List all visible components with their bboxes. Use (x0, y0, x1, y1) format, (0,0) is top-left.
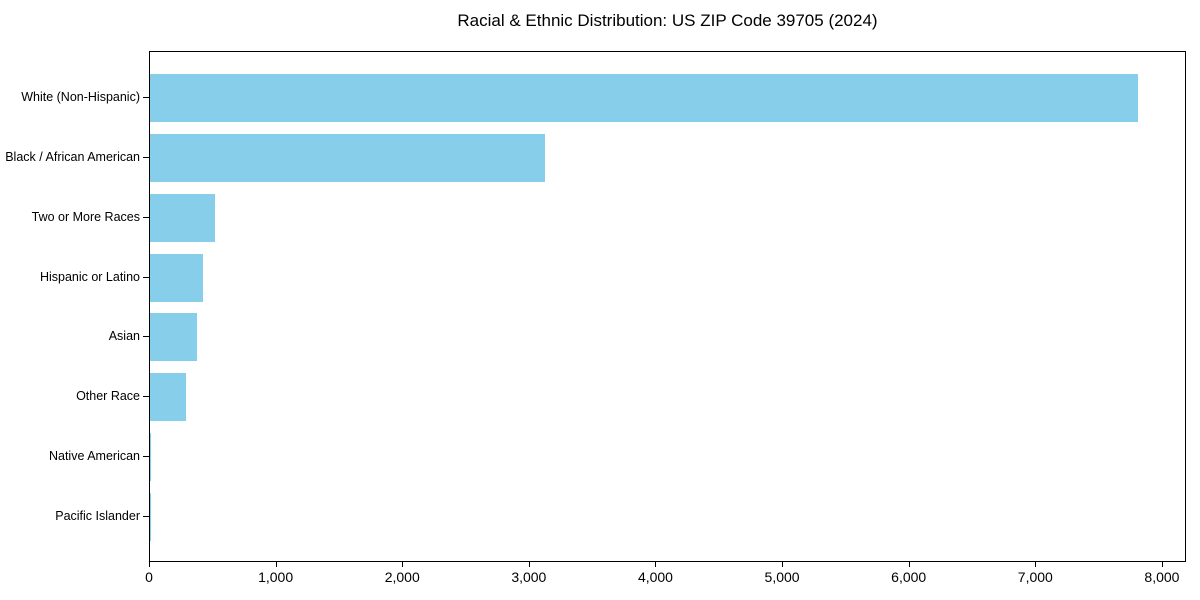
y-tick-label: Other Race (76, 389, 140, 404)
x-tick-mark (149, 562, 150, 567)
y-tick-label: Pacific Islander (55, 509, 140, 524)
x-tick-label: 1,000 (258, 569, 294, 585)
y-tick-mark (143, 336, 149, 338)
y-tick-mark (143, 516, 149, 518)
bar (150, 73, 1138, 122)
y-tick-label: Hispanic or Latino (39, 269, 140, 284)
chart-title: Racial & Ethnic Distribution: US ZIP Cod… (457, 11, 878, 30)
x-tick-mark (655, 562, 657, 567)
x-tick-mark (1161, 562, 1163, 567)
y-tick-label: Asian (108, 329, 140, 344)
bar (150, 433, 152, 482)
x-tick-label: 5,000 (764, 569, 800, 585)
y-tick-label: Black / African American (5, 149, 140, 164)
x-tick-mark (782, 562, 784, 567)
bar (150, 313, 198, 362)
x-tick-mark (908, 562, 910, 567)
x-tick-label: 2,000 (384, 569, 420, 585)
x-tick-label: 3,000 (511, 569, 547, 585)
bar (150, 373, 187, 422)
y-tick-mark (143, 96, 149, 98)
x-tick-label: 8,000 (1144, 569, 1180, 585)
x-tick-label: 7,000 (1017, 569, 1053, 585)
y-tick-mark (143, 276, 149, 278)
y-tick-mark (143, 156, 149, 158)
x-tick-label: 6,000 (891, 569, 927, 585)
bar (150, 193, 216, 242)
plot-area (149, 51, 1186, 562)
y-tick-mark (143, 456, 149, 458)
x-tick-mark (528, 562, 530, 567)
y-tick-label: Two or More Races (31, 209, 140, 224)
x-tick-mark (1035, 562, 1037, 567)
bar (150, 133, 546, 182)
y-tick-mark (143, 216, 149, 218)
x-tick-mark (275, 562, 277, 567)
y-tick-label: White (Non-Hispanic) (21, 89, 140, 104)
y-tick-mark (143, 396, 149, 398)
x-tick-label: 4,000 (637, 569, 673, 585)
x-tick-label: 0 (145, 569, 153, 585)
x-tick-mark (402, 562, 404, 567)
bar (150, 253, 204, 302)
y-tick-label: Native American (48, 449, 140, 464)
